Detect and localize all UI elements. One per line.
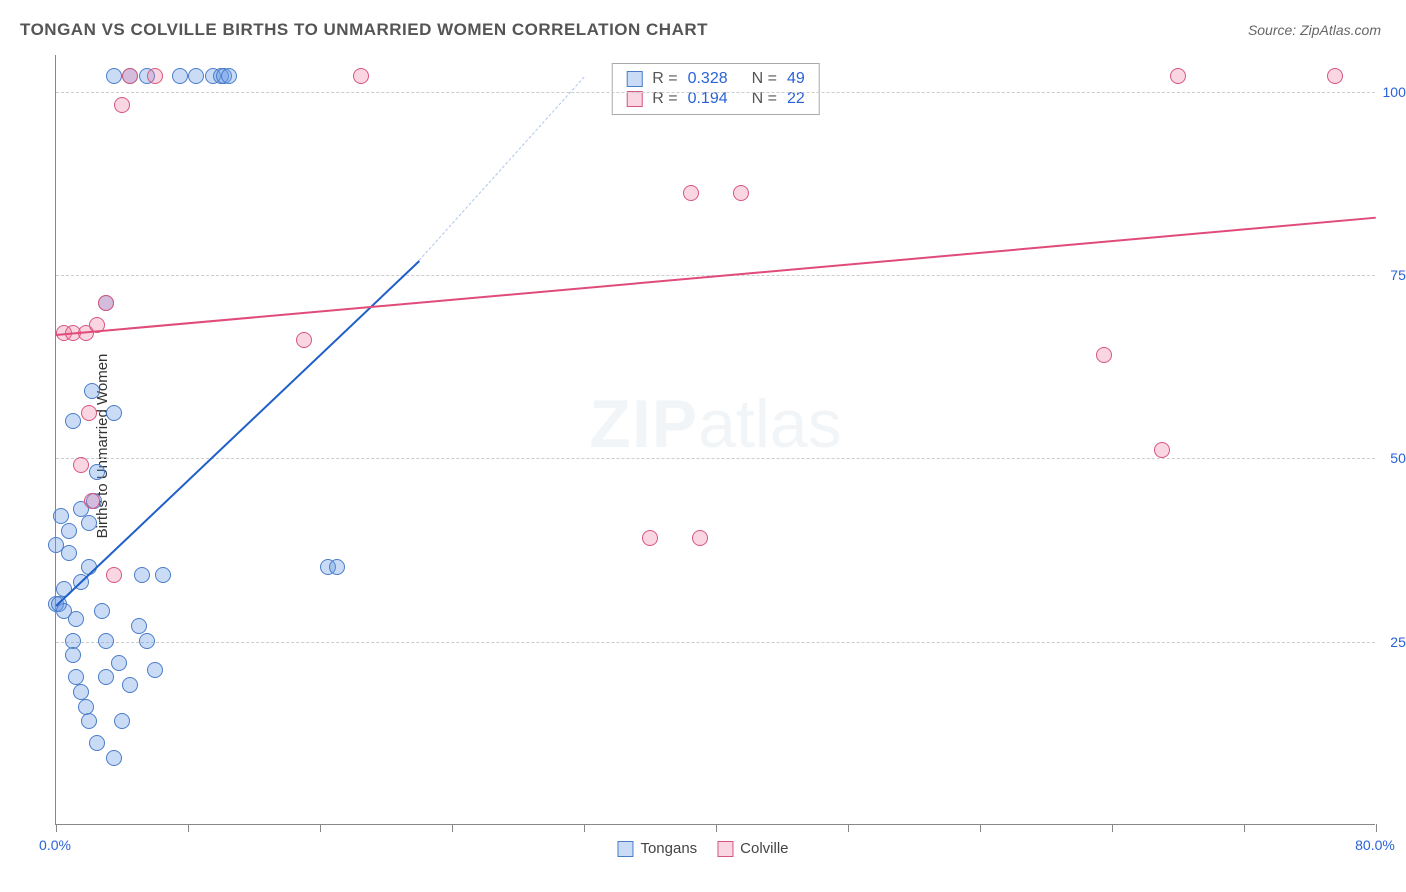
legend-label: Colville: [740, 840, 788, 857]
data-point: [98, 633, 114, 649]
x-tick: [320, 824, 321, 832]
data-point: [106, 405, 122, 421]
data-point: [147, 662, 163, 678]
data-point: [1327, 68, 1343, 84]
legend-swatch: [626, 71, 642, 87]
legend-item: Tongans: [617, 840, 697, 857]
watermark: ZIPatlas: [589, 385, 841, 463]
x-tick: [980, 824, 981, 832]
data-point: [114, 713, 130, 729]
data-point: [642, 530, 658, 546]
x-tick: [1244, 824, 1245, 832]
n-label: N =: [752, 90, 777, 108]
data-point: [106, 750, 122, 766]
data-point: [65, 633, 81, 649]
data-point: [65, 413, 81, 429]
y-tick-label: 75.0%: [1380, 267, 1406, 283]
n-label: N =: [752, 70, 777, 88]
data-point: [89, 464, 105, 480]
data-point: [106, 68, 122, 84]
data-point: [733, 185, 749, 201]
r-label: R =: [652, 70, 677, 88]
data-point: [61, 523, 77, 539]
n-value: 49: [787, 70, 805, 88]
data-point: [147, 68, 163, 84]
grid-line: [56, 642, 1375, 643]
r-value: 0.194: [688, 90, 728, 108]
stats-legend-row: R = 0.328 N = 49: [626, 69, 805, 89]
data-point: [188, 68, 204, 84]
data-point: [84, 493, 100, 509]
data-point: [139, 633, 155, 649]
r-value: 0.328: [688, 70, 728, 88]
data-point: [134, 567, 150, 583]
data-point: [1154, 442, 1170, 458]
trend-line-extension: [419, 77, 585, 261]
data-point: [172, 68, 188, 84]
x-tick: [56, 824, 57, 832]
data-point: [68, 611, 84, 627]
data-point: [1096, 347, 1112, 363]
n-value: 22: [787, 90, 805, 108]
data-point: [78, 699, 94, 715]
data-point: [106, 567, 122, 583]
data-point: [81, 515, 97, 531]
source-attribution: Source: ZipAtlas.com: [1248, 22, 1381, 38]
data-point: [155, 567, 171, 583]
y-tick-label: 100.0%: [1380, 84, 1406, 100]
x-tick-label: 80.0%: [1355, 837, 1395, 853]
data-point: [131, 618, 147, 634]
correlation-chart: TONGAN VS COLVILLE BIRTHS TO UNMARRIED W…: [0, 0, 1406, 892]
x-tick: [848, 824, 849, 832]
data-point: [98, 669, 114, 685]
y-tick-label: 25.0%: [1380, 634, 1406, 650]
grid-line: [56, 458, 1375, 459]
data-point: [692, 530, 708, 546]
data-point: [89, 735, 105, 751]
data-point: [98, 295, 114, 311]
legend-swatch: [617, 841, 633, 857]
data-point: [296, 332, 312, 348]
data-point: [221, 68, 237, 84]
x-tick: [584, 824, 585, 832]
data-point: [122, 68, 138, 84]
y-tick-label: 50.0%: [1380, 450, 1406, 466]
data-point: [65, 647, 81, 663]
r-label: R =: [652, 90, 677, 108]
chart-title: TONGAN VS COLVILLE BIRTHS TO UNMARRIED W…: [20, 20, 708, 40]
legend-swatch: [626, 91, 642, 107]
legend-swatch: [717, 841, 733, 857]
data-point: [683, 185, 699, 201]
x-tick: [1376, 824, 1377, 832]
data-point: [94, 603, 110, 619]
x-tick-label: 0.0%: [39, 837, 71, 853]
x-tick: [1112, 824, 1113, 832]
data-point: [53, 508, 69, 524]
data-point: [111, 655, 127, 671]
trend-line: [55, 261, 419, 607]
data-point: [122, 677, 138, 693]
watermark-zip: ZIP: [589, 386, 698, 462]
data-point: [1170, 68, 1186, 84]
x-tick: [452, 824, 453, 832]
legend-label: Tongans: [640, 840, 697, 857]
watermark-atlas: atlas: [698, 386, 842, 462]
x-tick: [188, 824, 189, 832]
stats-legend: R = 0.328 N = 49 R = 0.194 N = 22: [611, 63, 820, 115]
data-point: [84, 383, 100, 399]
series-legend: Tongans Colville: [617, 840, 788, 857]
data-point: [73, 457, 89, 473]
legend-item: Colville: [717, 840, 788, 857]
data-point: [353, 68, 369, 84]
data-point: [114, 97, 130, 113]
data-point: [329, 559, 345, 575]
data-point: [81, 405, 97, 421]
data-point: [68, 669, 84, 685]
x-tick: [716, 824, 717, 832]
data-point: [73, 684, 89, 700]
data-point: [48, 537, 64, 553]
grid-line: [56, 92, 1375, 93]
plot-area: ZIPatlas R = 0.328N = 49R = 0.194N = 22 …: [55, 55, 1375, 825]
data-point: [81, 713, 97, 729]
